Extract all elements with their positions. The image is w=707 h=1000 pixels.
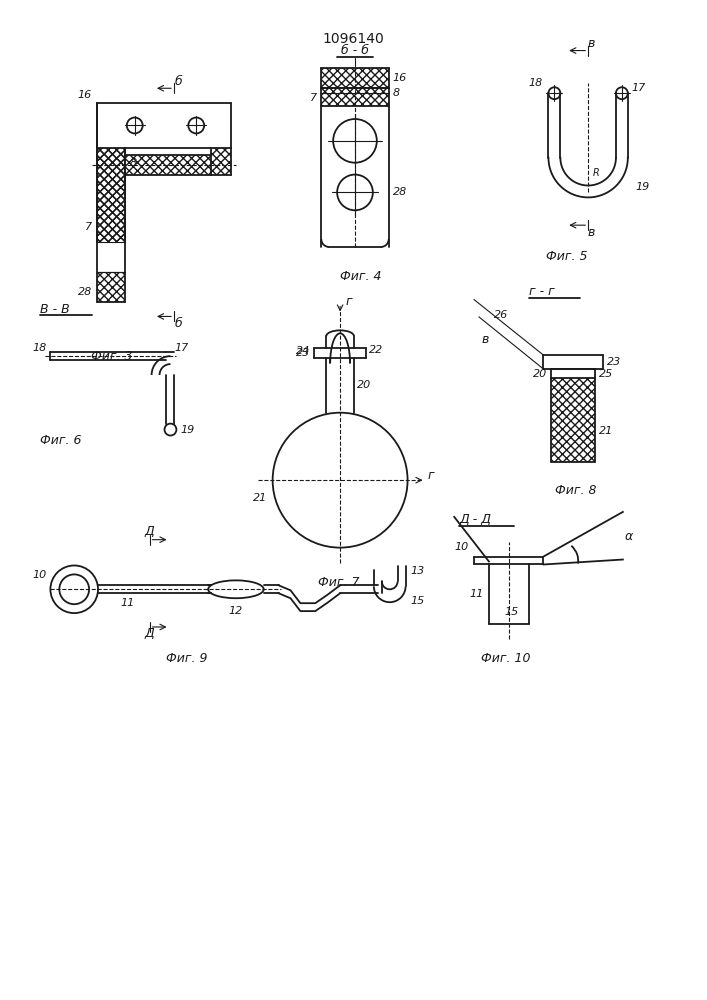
- Bar: [211, 148, 231, 175]
- Text: 23: 23: [607, 357, 621, 367]
- Text: Фиг. 4: Фиг. 4: [340, 270, 382, 283]
- Text: б - б: б - б: [341, 44, 369, 57]
- Text: 15: 15: [411, 596, 425, 606]
- Text: Фиг. 7: Фиг. 7: [318, 576, 360, 589]
- Text: 28: 28: [392, 187, 407, 197]
- Text: г - г: г - г: [529, 285, 554, 298]
- Text: в: в: [481, 333, 489, 346]
- Text: 23: 23: [296, 348, 310, 358]
- Text: 12: 12: [229, 606, 243, 616]
- Text: Фиг. 3: Фиг. 3: [91, 350, 133, 363]
- Text: 13: 13: [411, 566, 425, 576]
- Text: 17: 17: [175, 343, 189, 353]
- Text: В - В: В - В: [40, 303, 70, 316]
- Text: Фиг. 5: Фиг. 5: [547, 250, 588, 263]
- Text: б: б: [175, 75, 182, 88]
- Bar: [97, 148, 125, 242]
- Text: 19: 19: [636, 182, 650, 192]
- Text: Фиг. 8: Фиг. 8: [556, 484, 597, 497]
- Text: 16: 16: [392, 73, 407, 83]
- Text: в: в: [588, 226, 595, 239]
- Text: R: R: [593, 168, 600, 178]
- Text: г: г: [428, 469, 434, 482]
- Bar: [321, 68, 389, 88]
- Bar: [97, 148, 125, 242]
- Text: Д: Д: [145, 627, 155, 640]
- Text: 17: 17: [632, 83, 646, 93]
- Bar: [125, 155, 211, 175]
- Text: 10: 10: [33, 570, 47, 580]
- Text: 15: 15: [505, 607, 519, 617]
- Text: б: б: [175, 317, 182, 330]
- Text: Фиг. 9: Фиг. 9: [166, 652, 208, 665]
- Text: 18: 18: [528, 78, 542, 88]
- Text: 22: 22: [369, 345, 383, 355]
- Text: 8: 8: [130, 158, 137, 168]
- Text: 1096140: 1096140: [322, 32, 384, 46]
- Text: Д: Д: [145, 525, 155, 538]
- Text: 21: 21: [253, 493, 268, 503]
- Text: Д - Д: Д - Д: [459, 513, 491, 526]
- Text: 19: 19: [180, 425, 194, 435]
- Text: 16: 16: [78, 90, 92, 100]
- Text: г: г: [345, 295, 351, 308]
- Bar: [321, 88, 389, 106]
- Text: 20: 20: [533, 369, 547, 379]
- Text: в: в: [588, 37, 595, 50]
- Bar: [551, 378, 595, 462]
- Text: Фиг. 10: Фиг. 10: [481, 652, 530, 665]
- Text: 18: 18: [33, 343, 47, 353]
- Text: 11: 11: [469, 589, 484, 599]
- Text: α: α: [625, 530, 633, 543]
- Bar: [97, 272, 125, 302]
- Bar: [551, 378, 595, 462]
- Text: 10: 10: [455, 542, 469, 552]
- Text: 26: 26: [494, 310, 508, 320]
- Text: 11: 11: [121, 598, 135, 608]
- Text: 8: 8: [392, 88, 400, 98]
- Text: 25: 25: [599, 369, 613, 379]
- Text: Фиг. 6: Фиг. 6: [40, 434, 82, 447]
- Text: 21: 21: [599, 426, 613, 436]
- Text: 24: 24: [296, 346, 310, 356]
- Text: 28: 28: [78, 287, 92, 297]
- Text: 20: 20: [357, 380, 371, 390]
- Text: 7: 7: [310, 93, 317, 103]
- Text: 7: 7: [85, 222, 92, 232]
